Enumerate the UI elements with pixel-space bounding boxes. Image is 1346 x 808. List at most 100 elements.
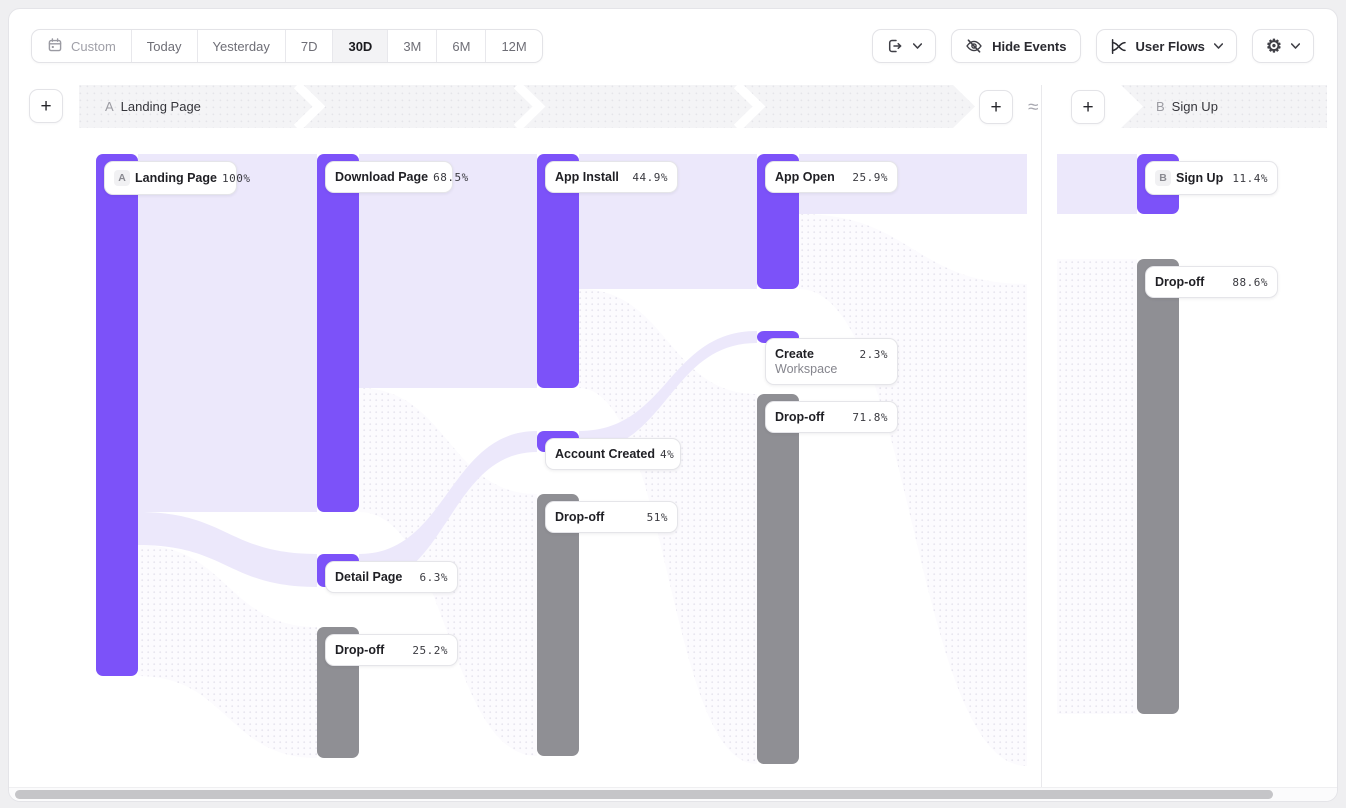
range-6m[interactable]: 6M — [436, 30, 485, 62]
step-header: A Landing Page B Sign Up — [9, 85, 1337, 128]
node-name: Create — [775, 347, 814, 361]
node-card-landing-page[interactable]: A Landing Page 100% — [104, 161, 250, 195]
range-label: 6M — [452, 38, 471, 54]
settings-button[interactable]: ⚙ — [1251, 29, 1314, 63]
node-card-create-workspace[interactable]: Create 2.3% Workspace — [765, 338, 898, 385]
node-percentage: 6.3% — [419, 570, 448, 584]
add-step-before-b-button[interactable]: + — [1071, 90, 1105, 124]
node-percentage: 2.3% — [859, 347, 888, 361]
node-name: Download Page — [335, 170, 429, 184]
node-name-line2: Workspace — [775, 362, 838, 376]
range-label: Today — [146, 38, 182, 54]
add-step-before-button[interactable]: + — [29, 89, 63, 123]
chart-type-button[interactable]: User Flows — [1095, 29, 1237, 63]
step-a-letter: A — [105, 99, 114, 114]
node-name: Drop-off — [555, 510, 605, 524]
node-name: Drop-off — [1155, 275, 1205, 289]
step-b-name: Sign Up — [1171, 99, 1218, 114]
range-label: 3M — [403, 38, 422, 54]
date-range-control: Custom Today Yesterday 7D 30D 3M 6M 12M — [31, 29, 543, 63]
flow-band-drop — [1057, 259, 1137, 714]
step-a-label[interactable]: A Landing Page — [105, 85, 201, 128]
range-today[interactable]: Today — [130, 30, 197, 62]
node-percentage: 100% — [221, 171, 251, 185]
node-name: Account Created — [555, 447, 656, 461]
node-bar-drop-off-3[interactable] — [537, 494, 579, 756]
eye-off-icon — [965, 37, 983, 55]
node-card-drop-off-2[interactable]: Drop-off 25.2% — [325, 634, 458, 666]
node-percentage: 11.4% — [1232, 171, 1268, 185]
node-percentage: 25.2% — [412, 643, 448, 657]
range-custom[interactable]: Custom — [32, 30, 131, 62]
export-icon — [886, 37, 904, 55]
range-12m[interactable]: 12M — [485, 30, 541, 62]
node-name: App Open — [775, 170, 835, 184]
flow-band-main — [359, 431, 537, 587]
flow-band-drop — [799, 214, 1027, 766]
step-band-graphic — [79, 85, 1327, 128]
flow-band-main — [1057, 154, 1137, 214]
node-name: Drop-off — [335, 643, 385, 657]
user-flows-panel: Custom Today Yesterday 7D 30D 3M 6M 12M — [8, 8, 1338, 802]
add-step-after-a-button[interactable]: + — [979, 90, 1013, 124]
range-label: Custom — [71, 38, 116, 54]
range-yesterday[interactable]: Yesterday — [196, 30, 285, 62]
node-percentage: 71.8% — [852, 410, 888, 424]
approx-symbol: ≈ — [1025, 97, 1042, 118]
node-card-sign-up[interactable]: B Sign Up 11.4% — [1145, 161, 1278, 195]
node-percentage: 44.9% — [632, 170, 668, 184]
node-card-drop-off-4[interactable]: Drop-off 71.8% — [765, 401, 898, 433]
user-flows-icon — [1110, 38, 1127, 55]
section-divider — [1041, 85, 1042, 787]
node-card-drop-off-b[interactable]: Drop-off 88.6% — [1145, 266, 1278, 298]
range-7d[interactable]: 7D — [284, 30, 333, 62]
chevron-down-icon — [913, 43, 923, 49]
node-name: App Install — [555, 170, 619, 184]
step-letter-badge: A — [114, 170, 130, 186]
range-label: 12M — [501, 38, 527, 54]
node-card-drop-off-3[interactable]: Drop-off 51% — [545, 501, 678, 533]
node-bar-landing-page[interactable] — [96, 154, 138, 676]
chevron-down-icon — [1291, 43, 1300, 49]
hide-events-button[interactable]: Hide Events — [951, 29, 1081, 63]
node-bar-app-install[interactable] — [537, 154, 579, 388]
horizontal-scrollbar-thumb[interactable] — [15, 790, 1273, 799]
sankey-chart — [96, 154, 1179, 766]
step-letter-badge: B — [1155, 170, 1171, 186]
node-percentage: 4% — [660, 447, 675, 461]
node-bar-download-page[interactable] — [317, 154, 359, 512]
node-name: Drop-off — [775, 410, 825, 424]
node-name: Landing Page — [135, 171, 217, 185]
chart-type-label: User Flows — [1135, 38, 1205, 54]
range-label: Yesterday — [212, 38, 270, 54]
export-button[interactable] — [872, 29, 937, 63]
step-b-label[interactable]: B Sign Up — [1156, 85, 1218, 128]
flow-band-main — [138, 512, 317, 587]
calendar-icon — [47, 37, 63, 56]
node-card-detail-page[interactable]: Detail Page 6.3% — [325, 561, 458, 593]
gear-icon: ⚙ — [1265, 36, 1282, 56]
toolbar: Custom Today Yesterday 7D 30D 3M 6M 12M — [31, 29, 1314, 63]
node-card-app-install[interactable]: App Install 44.9% — [545, 161, 678, 193]
flow-band-main — [138, 154, 317, 512]
range-label: 30D — [348, 38, 373, 54]
flow-band-main — [579, 331, 757, 452]
node-percentage: 88.6% — [1232, 275, 1268, 289]
node-bar-drop-off-b[interactable] — [1137, 259, 1179, 714]
node-labels-layer: A Landing Page 100% Download Page 68.5% Detai… — [9, 9, 1337, 801]
node-card-download-page[interactable]: Download Page 68.5% — [325, 161, 468, 193]
step-b-letter: B — [1156, 99, 1165, 114]
horizontal-scrollbar — [9, 787, 1337, 801]
node-card-row: Create 2.3% — [775, 347, 888, 361]
node-percentage: 68.5% — [433, 170, 469, 184]
node-card-app-open[interactable]: App Open 25.9% — [765, 161, 898, 193]
hide-events-label: Hide Events — [992, 38, 1067, 54]
node-card-account-created[interactable]: Account Created 4% — [545, 438, 681, 470]
flow-band-drop — [138, 545, 317, 758]
range-3m[interactable]: 3M — [387, 30, 436, 62]
flow-band-main — [359, 154, 537, 388]
range-label: 7D — [300, 38, 318, 54]
node-bar-drop-off-4[interactable] — [757, 394, 799, 764]
node-name: Detail Page — [335, 570, 403, 584]
range-30d[interactable]: 30D — [332, 30, 388, 62]
